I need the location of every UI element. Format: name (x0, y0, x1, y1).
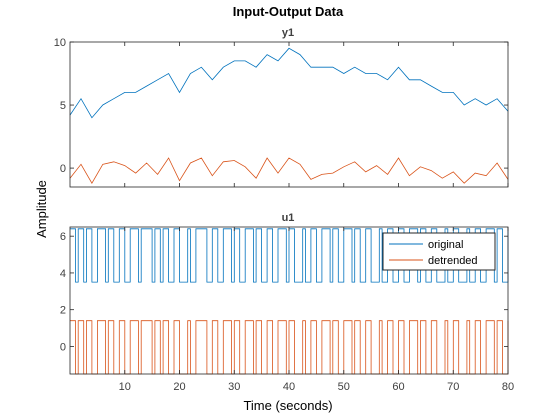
x-axis-label: Time (seconds) (243, 398, 332, 413)
x-tick-label: 70 (447, 381, 459, 393)
x-tick-label: 20 (173, 381, 185, 393)
y-tick-label: 4 (60, 268, 66, 280)
series-line-original-y1 (69, 47, 509, 119)
x-tick-label: 10 (119, 381, 131, 393)
x-tick-label: 40 (283, 381, 295, 393)
x-tick-label: 30 (228, 381, 240, 393)
axes-y1: y1 0 5 10 (54, 27, 509, 188)
x-tick-label: 60 (392, 381, 404, 393)
axes-box-y1 (69, 41, 509, 188)
figure-title: Input-Output Data (233, 4, 344, 19)
y-tick-label: 6 (60, 231, 66, 243)
legend-label-detrended: detrended (428, 255, 478, 267)
y-tick-label: 2 (60, 305, 66, 317)
y-axis-label: Amplitude (34, 180, 49, 238)
y-tick-label: 5 (60, 100, 66, 112)
y-tick-label: 10 (54, 37, 66, 49)
series-line-detrended-u1 (70, 320, 509, 375)
legend-label-original: original (428, 239, 463, 251)
axes-y1-title: y1 (282, 27, 294, 39)
x-tick-label: 50 (338, 381, 350, 393)
y-tick-label: 0 (60, 341, 66, 353)
series-line-detrended-y1 (69, 157, 509, 185)
axes-u1-title: u1 (282, 212, 295, 224)
legend-box (382, 232, 496, 271)
y-tick-label: 0 (60, 163, 66, 175)
x-tick-label: 80 (502, 381, 514, 393)
legend[interactable]: original detrended (382, 232, 496, 271)
